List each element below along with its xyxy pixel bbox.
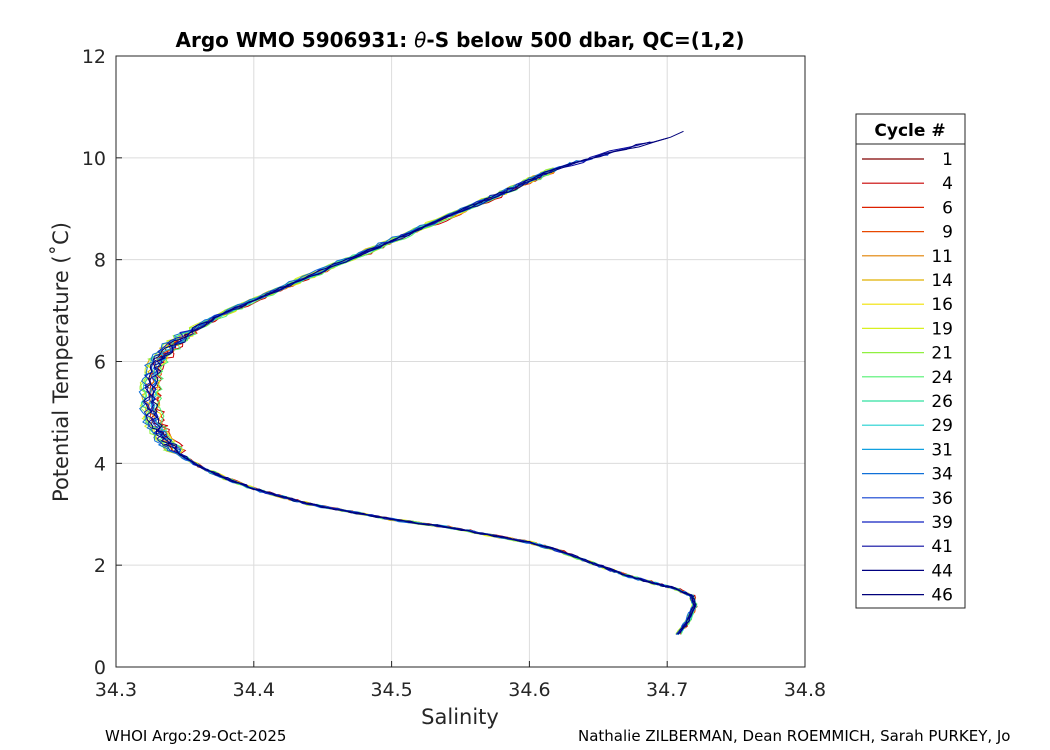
legend-label-44: 44: [931, 561, 953, 581]
legend-label-34: 34: [931, 465, 953, 485]
x-tick-label: 34.8: [784, 679, 826, 701]
x-tick-label: 34.5: [370, 679, 412, 701]
legend-label-24: 24: [931, 368, 953, 388]
y-axis-label: Potential Temperature (˚C): [49, 222, 73, 502]
x-tick-label: 34.6: [508, 679, 550, 701]
plot-area: 34.3 34.4 34.5 34.6 34.7 34.8 0 2 4 6 8 10 12: [82, 46, 826, 701]
x-axis-label: Salinity: [421, 705, 499, 729]
legend-label-1: 1: [942, 150, 953, 170]
y-tick-label: 6: [94, 352, 106, 374]
legend-label-16: 16: [931, 295, 953, 315]
footer-right: Nathalie ZILBERMAN, Dean ROEMMICH, Sarah…: [578, 727, 1011, 745]
legend-label-9: 9: [942, 223, 953, 243]
x-tick-label: 34.7: [646, 679, 688, 701]
legend-label-19: 19: [931, 319, 953, 339]
legend: Cycle # 14691114161921242629313436394144…: [855, 113, 966, 609]
legend-label-26: 26: [931, 392, 953, 412]
y-tick-label: 10: [82, 148, 106, 170]
legend-label-29: 29: [931, 416, 953, 436]
title-theta-symbol: θ: [414, 28, 426, 52]
y-tick-label: 0: [94, 657, 106, 679]
y-tick-label: 12: [82, 46, 106, 68]
y-tick-label: 8: [94, 250, 106, 272]
chart-title: Argo WMO 5906931: θ-S below 500 dbar, QC…: [176, 28, 745, 52]
y-tick-label: 4: [94, 453, 106, 475]
x-axis-ticks: 34.3 34.4 34.5 34.6 34.7 34.8: [95, 661, 826, 701]
title-prefix: Argo WMO 5906931:: [176, 28, 415, 52]
legend-label-46: 46: [931, 586, 953, 606]
legend-label-31: 31: [931, 440, 953, 460]
title-suffix: -S below 500 dbar, QC=(1,2): [426, 28, 744, 52]
legend-box: [855, 113, 966, 609]
y-tick-label: 2: [94, 555, 106, 577]
grid-lines: [116, 56, 805, 667]
footer-left: WHOI Argo:29-Oct-2025: [105, 727, 286, 745]
legend-title: Cycle #: [874, 121, 945, 141]
legend-label-14: 14: [931, 271, 953, 291]
x-tick-label: 34.3: [95, 679, 137, 701]
legend-label-39: 39: [931, 513, 953, 533]
series-line-cycle-46: [143, 130, 696, 635]
legend-label-6: 6: [942, 198, 953, 218]
x-tick-label: 34.4: [233, 679, 275, 701]
legend-label-41: 41: [931, 537, 953, 557]
y-axis-ticks: 0 2 4 6 8 10 12: [82, 46, 122, 679]
legend-label-36: 36: [931, 489, 953, 509]
legend-label-21: 21: [931, 344, 953, 364]
legend-label-4: 4: [942, 174, 953, 194]
series-group: [138, 130, 698, 636]
legend-label-11: 11: [931, 247, 953, 267]
